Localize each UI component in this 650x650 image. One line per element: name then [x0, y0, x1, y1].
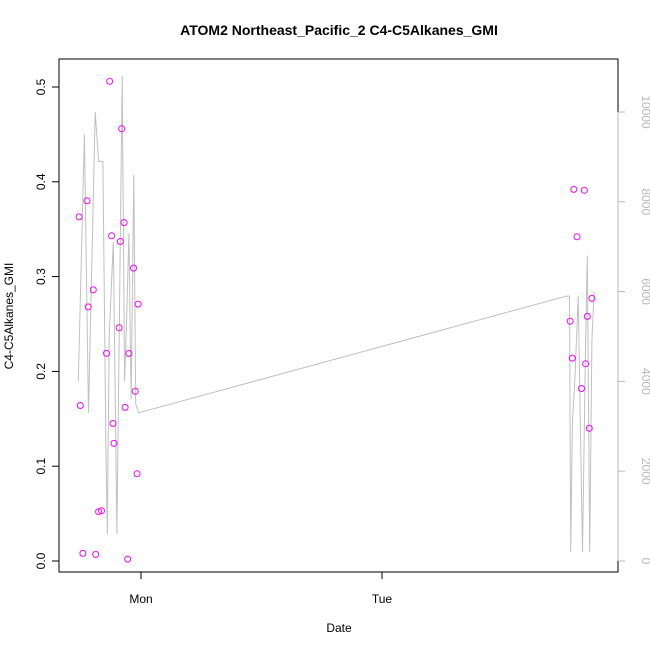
left-tick-label: 0.0 — [34, 552, 48, 569]
data-point — [578, 385, 585, 392]
data-point — [583, 312, 591, 320]
left-tick-label: 0.3 — [34, 268, 48, 285]
x-tick-label: Mon — [129, 592, 152, 606]
data-point — [130, 264, 137, 272]
y-axis-label: C4-C5Alkanes_GMI — [2, 263, 16, 370]
data-point — [573, 233, 581, 241]
left-tick-label: 0.2 — [34, 363, 48, 380]
series-line — [77, 76, 595, 553]
data-point — [133, 470, 141, 478]
line-series — [77, 76, 595, 553]
data-point — [580, 186, 588, 194]
data-point — [124, 555, 132, 563]
data-point — [108, 232, 116, 240]
data-point — [582, 360, 590, 368]
right-tick-label: 6000 — [639, 278, 650, 305]
right-tick-label: 8000 — [639, 188, 650, 215]
data-point — [125, 349, 133, 357]
plot-frame — [58, 58, 619, 573]
data-point — [84, 303, 92, 311]
data-point — [566, 317, 574, 325]
data-point — [134, 300, 142, 308]
data-point — [92, 550, 100, 558]
right-tick-label: 4000 — [639, 368, 650, 395]
data-point — [95, 508, 103, 516]
data-point — [103, 349, 110, 357]
data-point — [568, 354, 576, 362]
data-point — [570, 185, 578, 193]
data-point — [118, 125, 126, 133]
right-tick-label: 2000 — [639, 458, 650, 485]
x-tick-label: Tue — [372, 592, 393, 606]
data-point — [120, 219, 128, 227]
data-point — [131, 387, 139, 395]
data-point — [121, 403, 129, 411]
right-tick-label: 0 — [639, 558, 650, 565]
data-point — [79, 549, 87, 557]
data-point — [76, 402, 84, 409]
y-axis-left: 0.0 0.1 0.2 0.3 0.4 0.5 — [34, 78, 60, 569]
data-point — [75, 213, 83, 221]
data-point — [89, 286, 97, 294]
left-tick-label: 0.1 — [34, 458, 48, 475]
left-tick-label: 0.5 — [34, 78, 48, 95]
data-point — [110, 439, 118, 447]
data-point — [115, 324, 123, 332]
data-point — [585, 424, 593, 432]
y-axis-right: 0 2000 4000 6000 8000 10000 — [617, 95, 650, 565]
data-point — [588, 294, 596, 302]
data-point — [98, 507, 105, 515]
point-series — [75, 77, 596, 563]
data-point — [83, 197, 91, 205]
x-axis: Mon Tue — [129, 571, 393, 606]
left-tick-label: 0.4 — [34, 173, 48, 190]
data-point — [106, 77, 114, 85]
x-axis-label: Date — [326, 621, 352, 635]
data-point — [109, 420, 117, 427]
data-point — [116, 238, 124, 245]
chart-title: ATOM2 Northeast_Pacific_2 C4-C5Alkanes_G… — [180, 22, 498, 38]
right-tick-label: 10000 — [639, 95, 650, 129]
